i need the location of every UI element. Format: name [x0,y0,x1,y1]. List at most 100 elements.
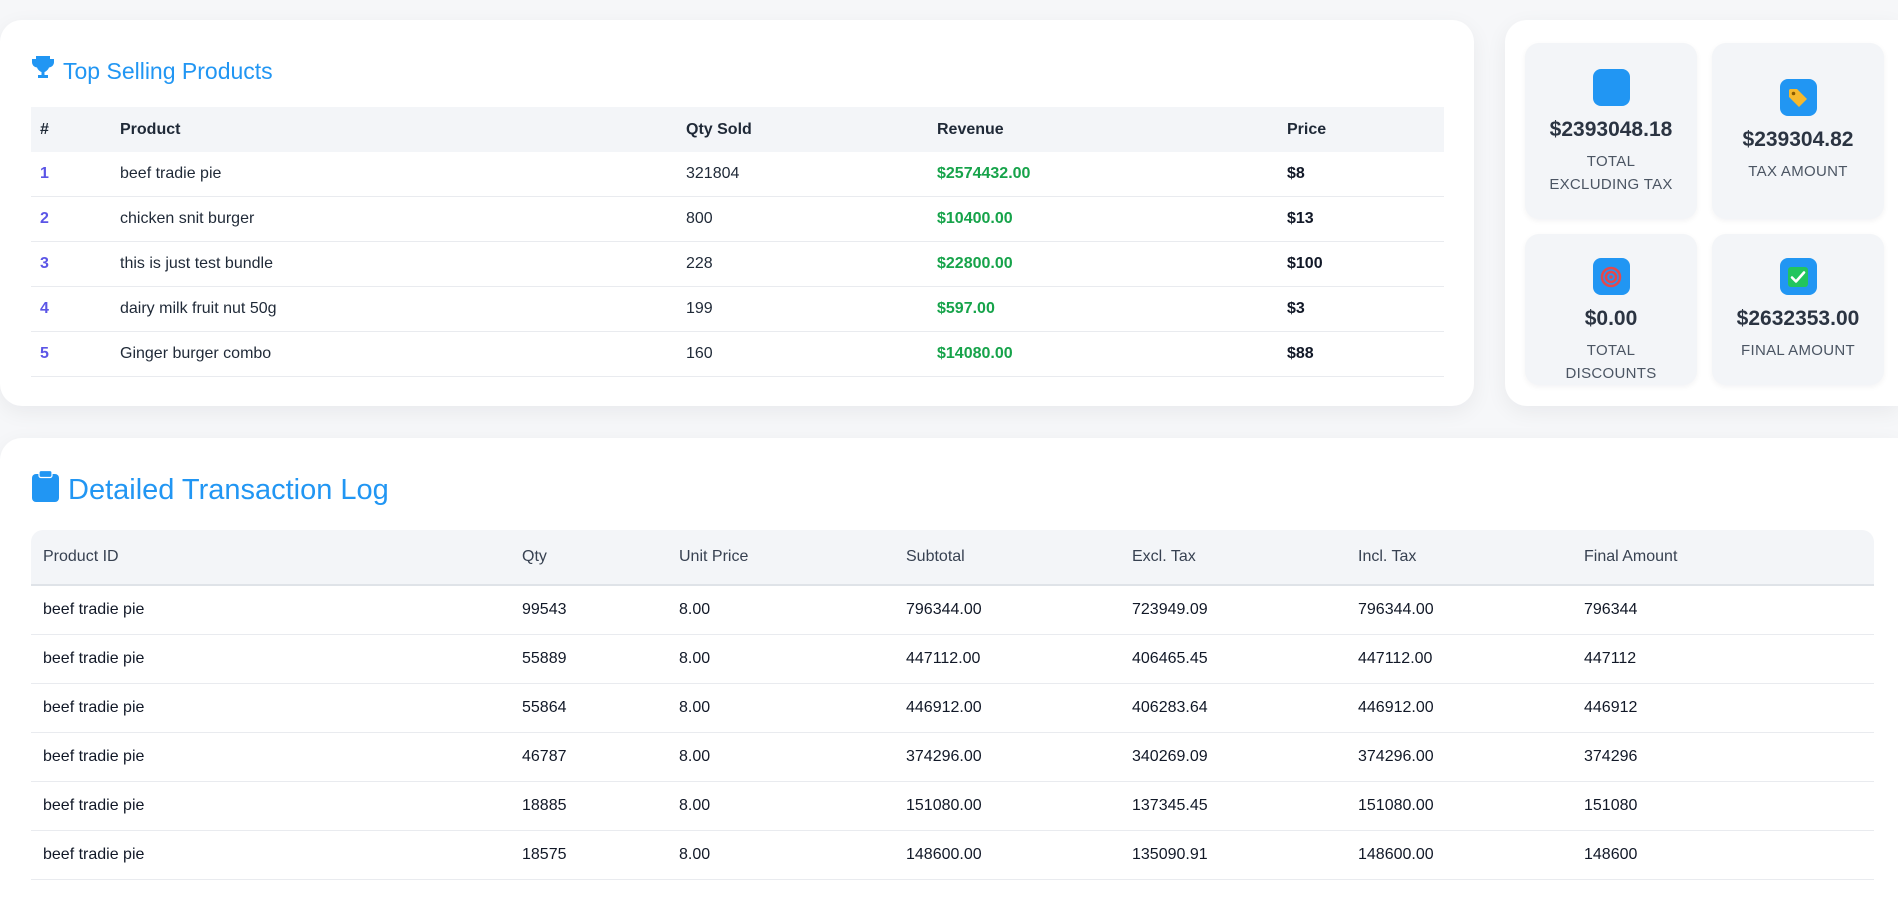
table-row[interactable]: beef tradie pie 18885 8.00 151080.00 137… [31,782,1874,831]
incl-tax-cell: 148600.00 [1358,846,1434,863]
column-header-final-amount[interactable]: Final Amount [1584,548,1678,565]
top-selling-products-card: Top Selling Products # Product Qty Sold … [0,20,1474,406]
product-id-cell: beef tradie pie [43,797,145,814]
price-cell: $3 [1287,300,1305,317]
summary-stats-card: $2393048.18 TOTAL EXCLUDING TAX $239304.… [1505,20,1898,406]
rank-cell: 5 [40,345,49,362]
stat-label: TOTAL DISCOUNTS [1565,342,1657,382]
table-row[interactable]: 5 Ginger burger combo 160 $14080.00 $88 [31,332,1444,377]
section-title-text: Detailed Transaction Log [68,473,389,506]
table-row[interactable]: beef tradie pie 99543 8.00 796344.00 723… [31,586,1874,635]
stat-value: $239304.82 [1742,128,1854,151]
column-header-excl-tax[interactable]: Excl. Tax [1132,548,1196,565]
final-amount-cell: 151080 [1584,797,1638,814]
subtotal-cell: 796344.00 [906,601,982,618]
product-cell: dairy milk fruit nut 50g [120,300,277,317]
subtotal-cell: 446912.00 [906,699,982,716]
column-header-price[interactable]: Price [1287,120,1327,138]
price-cell: $8 [1287,165,1305,182]
product-cell: beef tradie pie [120,165,222,182]
column-header-qty[interactable]: Qty [522,548,547,565]
transaction-log-table: Product ID Qty Unit Price Subtotal Excl.… [31,530,1874,880]
unit-price-cell: 8.00 [679,797,711,814]
stat-label: TOTAL EXCLUDING TAX [1549,153,1673,193]
table-header: # Product Qty Sold Revenue Price [31,107,1444,152]
product-cell: chicken snit burger [120,210,255,227]
unit-price-cell: 8.00 [679,699,711,716]
price-cell: $88 [1287,345,1314,362]
excl-tax-cell: 137345.45 [1132,797,1208,814]
tag-icon [1779,79,1817,116]
stat-label: FINAL AMOUNT [1741,342,1855,359]
top-selling-products-heading: Top Selling Products [31,54,273,88]
excl-tax-cell: 406465.45 [1132,650,1208,667]
price-cell: $13 [1287,210,1314,227]
revenue-cell: $22800.00 [937,255,1013,272]
column-header-product[interactable]: Product [120,120,181,138]
final-amount-cell: 374296 [1584,748,1638,765]
transaction-log-card: Detailed Transaction Log Product ID Qty … [0,438,1898,898]
revenue-cell: $2574432.00 [937,165,1031,182]
subtotal-cell: 374296.00 [906,748,982,765]
qty-cell: 18885 [522,797,567,814]
product-id-cell: beef tradie pie [43,601,145,618]
excl-tax-cell: 135090.91 [1132,846,1208,863]
qty-cell: 55889 [522,650,567,667]
product-id-cell: beef tradie pie [43,748,145,765]
incl-tax-cell: 796344.00 [1358,601,1434,618]
column-header-subtotal[interactable]: Subtotal [906,548,965,565]
rank-cell: 1 [40,165,49,182]
column-header-qty-sold[interactable]: Qty Sold [686,120,752,138]
qty-cell: 228 [686,255,713,272]
product-id-cell: beef tradie pie [43,699,145,716]
revenue-cell: $10400.00 [937,210,1013,227]
column-header-rank[interactable]: # [40,120,49,138]
table-row[interactable]: 2 chicken snit burger 800 $10400.00 $13 [31,197,1444,242]
table-row[interactable]: beef tradie pie 55889 8.00 447112.00 406… [31,635,1874,684]
unit-price-cell: 8.00 [679,846,711,863]
final-amount-cell: 148600 [1584,846,1638,863]
table-header: Product ID Qty Unit Price Subtotal Excl.… [31,530,1874,586]
section-title-text: Top Selling Products [63,57,273,84]
product-id-cell: beef tradie pie [43,846,145,863]
stat-value: $2632353.00 [1736,307,1860,330]
stat-value: $2393048.18 [1549,118,1673,141]
excl-tax-cell: 406283.64 [1132,699,1208,716]
qty-cell: 199 [686,300,713,317]
subtotal-cell: 447112.00 [906,650,981,667]
table-row[interactable]: beef tradie pie 46787 8.00 374296.00 340… [31,733,1874,782]
stat-tile-final-amount: $2632353.00 FINAL AMOUNT [1712,234,1884,385]
qty-cell: 55864 [522,699,567,716]
stat-tile-total-excluding-tax: $2393048.18 TOTAL EXCLUDING TAX [1525,43,1697,219]
table-row[interactable]: 3 this is just test bundle 228 $22800.00… [31,242,1444,287]
column-header-product-id[interactable]: Product ID [43,548,119,565]
qty-cell: 99543 [522,601,567,618]
stat-value: $0.00 [1584,307,1638,330]
table-row[interactable]: beef tradie pie 55864 8.00 446912.00 406… [31,684,1874,733]
target-icon [1592,258,1630,295]
excl-tax-cell: 340269.09 [1132,748,1208,765]
transaction-log-heading: Detailed Transaction Log [31,469,389,511]
subtotal-cell: 148600.00 [906,846,982,863]
stat-label: TAX AMOUNT [1748,163,1848,180]
clipboard-icon [31,469,60,511]
incl-tax-cell: 374296.00 [1358,748,1434,765]
subtotal-cell: 151080.00 [906,797,982,814]
column-header-unit-price[interactable]: Unit Price [679,548,749,565]
qty-cell: 18575 [522,846,567,863]
stat-tile-total-discounts: $0.00 TOTAL DISCOUNTS [1525,234,1697,385]
qty-cell: 46787 [522,748,567,765]
revenue-cell: $14080.00 [937,345,1013,362]
table-row[interactable]: 4 dairy milk fruit nut 50g 199 $597.00 $… [31,287,1444,332]
table-row[interactable]: 1 beef tradie pie 321804 $2574432.00 $8 [31,152,1444,197]
column-header-incl-tax[interactable]: Incl. Tax [1358,548,1417,565]
unit-price-cell: 8.00 [679,748,711,765]
table-row[interactable]: beef tradie pie 18575 8.00 148600.00 135… [31,831,1874,880]
qty-cell: 160 [686,345,713,362]
qty-cell: 321804 [686,165,740,182]
column-header-revenue[interactable]: Revenue [937,120,1004,138]
final-amount-cell: 447112 [1584,650,1637,667]
rank-cell: 3 [40,255,49,272]
trophy-icon [31,55,55,87]
rank-cell: 4 [40,300,49,317]
